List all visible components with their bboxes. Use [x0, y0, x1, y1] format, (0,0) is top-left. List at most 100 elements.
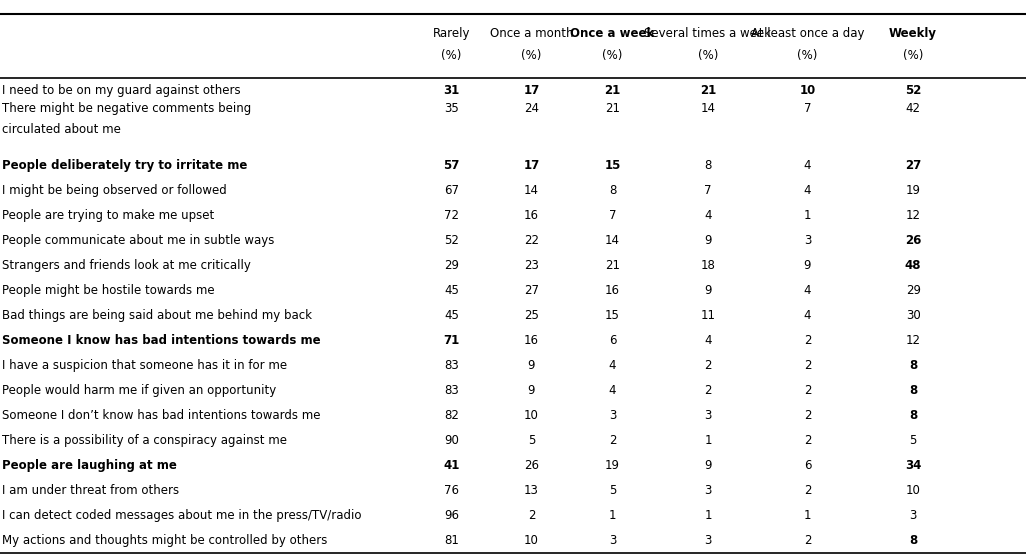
Text: 19: 19 [605, 459, 620, 472]
Text: 21: 21 [605, 259, 620, 272]
Text: 9: 9 [527, 359, 536, 372]
Text: Weekly: Weekly [890, 27, 937, 40]
Text: 10: 10 [524, 409, 539, 423]
Text: 4: 4 [608, 385, 617, 397]
Text: 72: 72 [444, 209, 459, 222]
Text: 10: 10 [906, 485, 920, 498]
Text: I am under threat from others: I am under threat from others [2, 485, 180, 498]
Text: 81: 81 [444, 534, 459, 547]
Text: At least once a day: At least once a day [751, 27, 864, 40]
Text: (%): (%) [602, 49, 623, 63]
Text: 3: 3 [704, 534, 712, 547]
Text: 5: 5 [608, 485, 617, 498]
Text: 27: 27 [905, 159, 921, 172]
Text: 7: 7 [803, 102, 812, 115]
Text: 4: 4 [803, 184, 812, 197]
Text: (%): (%) [521, 49, 542, 63]
Text: Several times a week: Several times a week [644, 27, 772, 40]
Text: 2: 2 [704, 385, 712, 397]
Text: Someone I don’t know has bad intentions towards me: Someone I don’t know has bad intentions … [2, 409, 320, 423]
Text: 41: 41 [443, 459, 460, 472]
Text: 15: 15 [604, 159, 621, 172]
Text: 17: 17 [523, 159, 540, 172]
Text: Once a month: Once a month [489, 27, 574, 40]
Text: 5: 5 [909, 434, 917, 447]
Text: 21: 21 [605, 102, 620, 115]
Text: People might be hostile towards me: People might be hostile towards me [2, 285, 214, 297]
Text: 11: 11 [701, 309, 715, 323]
Text: 9: 9 [704, 459, 712, 472]
Text: 12: 12 [906, 334, 920, 347]
Text: 1: 1 [704, 434, 712, 447]
Text: 1: 1 [704, 509, 712, 523]
Text: 1: 1 [608, 509, 617, 523]
Text: (%): (%) [698, 49, 718, 63]
Text: 3: 3 [704, 485, 712, 498]
Text: 4: 4 [704, 209, 712, 222]
Text: 48: 48 [905, 259, 921, 272]
Text: 3: 3 [909, 509, 917, 523]
Text: circulated about me: circulated about me [2, 123, 121, 136]
Text: 2: 2 [704, 359, 712, 372]
Text: 6: 6 [608, 334, 617, 347]
Text: I can detect coded messages about me in the press/TV/radio: I can detect coded messages about me in … [2, 509, 361, 523]
Text: 4: 4 [803, 285, 812, 297]
Text: 23: 23 [524, 259, 539, 272]
Text: 8: 8 [704, 159, 712, 172]
Text: 27: 27 [524, 285, 539, 297]
Text: 3: 3 [608, 534, 617, 547]
Text: 8: 8 [909, 385, 917, 397]
Text: 9: 9 [704, 234, 712, 247]
Text: 71: 71 [443, 334, 460, 347]
Text: 52: 52 [905, 84, 921, 97]
Text: 42: 42 [906, 102, 920, 115]
Text: 1: 1 [803, 209, 812, 222]
Text: 31: 31 [443, 84, 460, 97]
Text: 2: 2 [803, 485, 812, 498]
Text: (%): (%) [441, 49, 462, 63]
Text: 2: 2 [803, 434, 812, 447]
Text: 29: 29 [906, 285, 920, 297]
Text: People communicate about me in subtle ways: People communicate about me in subtle wa… [2, 234, 274, 247]
Text: 83: 83 [444, 385, 459, 397]
Text: 16: 16 [605, 285, 620, 297]
Text: 8: 8 [909, 359, 917, 372]
Text: Someone I know has bad intentions towards me: Someone I know has bad intentions toward… [2, 334, 321, 347]
Text: 67: 67 [444, 184, 459, 197]
Text: People would harm me if given an opportunity: People would harm me if given an opportu… [2, 385, 276, 397]
Text: 2: 2 [803, 385, 812, 397]
Text: People deliberately try to irritate me: People deliberately try to irritate me [2, 159, 247, 172]
Text: 30: 30 [906, 309, 920, 323]
Text: Rarely: Rarely [433, 27, 470, 40]
Text: 16: 16 [524, 209, 539, 222]
Text: 7: 7 [704, 184, 712, 197]
Text: 29: 29 [444, 259, 459, 272]
Text: 90: 90 [444, 434, 459, 447]
Text: There might be negative comments being: There might be negative comments being [2, 102, 251, 115]
Text: People are laughing at me: People are laughing at me [2, 459, 176, 472]
Text: 15: 15 [605, 309, 620, 323]
Text: 26: 26 [905, 234, 921, 247]
Text: 26: 26 [524, 459, 539, 472]
Text: 6: 6 [803, 459, 812, 472]
Text: 4: 4 [608, 359, 617, 372]
Text: 4: 4 [803, 309, 812, 323]
Text: There is a possibility of a conspiracy against me: There is a possibility of a conspiracy a… [2, 434, 287, 447]
Text: 25: 25 [524, 309, 539, 323]
Text: 2: 2 [803, 409, 812, 423]
Text: 9: 9 [803, 259, 812, 272]
Text: 83: 83 [444, 359, 459, 372]
Text: 10: 10 [524, 534, 539, 547]
Text: 8: 8 [909, 534, 917, 547]
Text: I might be being observed or followed: I might be being observed or followed [2, 184, 227, 197]
Text: 18: 18 [701, 259, 715, 272]
Text: 14: 14 [605, 234, 620, 247]
Text: 2: 2 [803, 534, 812, 547]
Text: Strangers and friends look at me critically: Strangers and friends look at me critica… [2, 259, 251, 272]
Text: 3: 3 [608, 409, 617, 423]
Text: 19: 19 [906, 184, 920, 197]
Text: 96: 96 [444, 509, 459, 523]
Text: People are trying to make me upset: People are trying to make me upset [2, 209, 214, 222]
Text: 34: 34 [905, 459, 921, 472]
Text: 2: 2 [608, 434, 617, 447]
